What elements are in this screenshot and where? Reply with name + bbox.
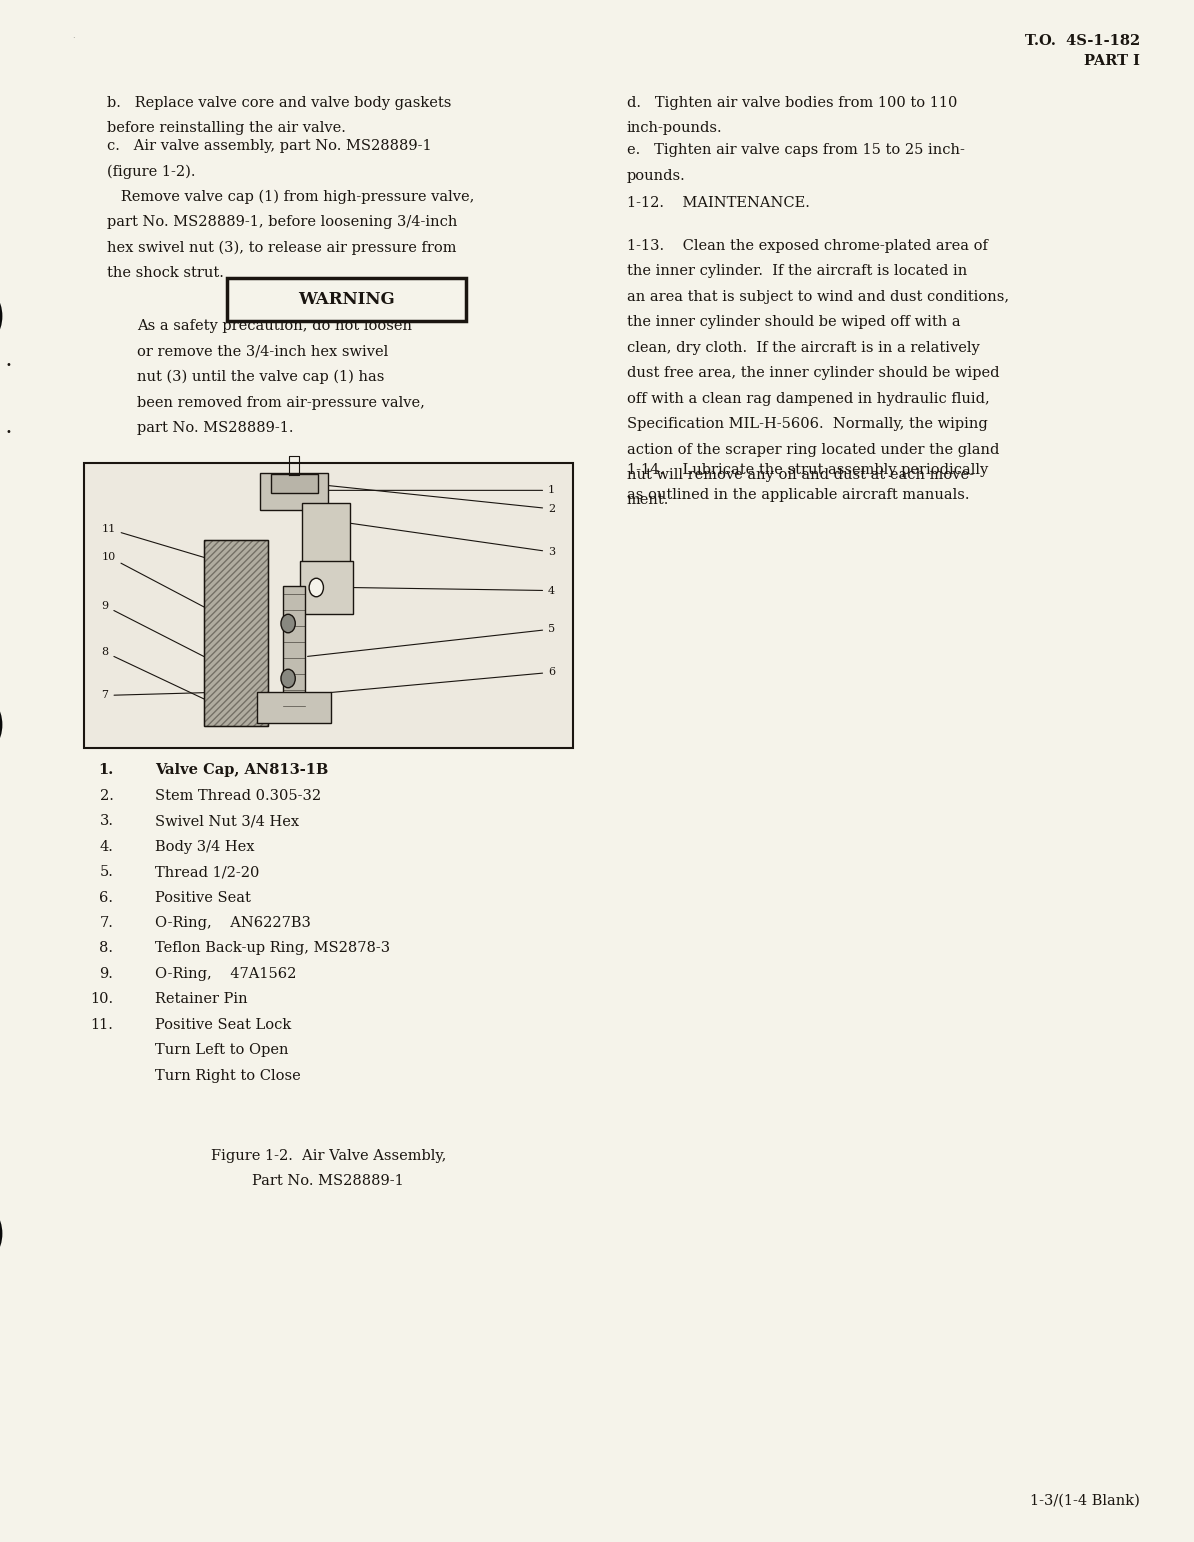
Text: 8.: 8. (99, 942, 113, 956)
Text: 7.: 7. (99, 916, 113, 930)
Text: 1.: 1. (98, 763, 113, 777)
Text: 6: 6 (308, 668, 555, 694)
Circle shape (281, 669, 295, 688)
Text: 11: 11 (101, 524, 221, 563)
Text: Stem Thread 0.305-32: Stem Thread 0.305-32 (155, 790, 321, 803)
Text: O-Ring,    AN6227B3: O-Ring, AN6227B3 (155, 916, 312, 930)
Text: 1-14.    Lubricate the strut assembly periodically: 1-14. Lubricate the strut assembly perio… (627, 463, 989, 476)
Text: clean, dry cloth.  If the aircraft is in a relatively: clean, dry cloth. If the aircraft is in … (627, 341, 979, 355)
Text: 3.: 3. (99, 814, 113, 828)
Text: •: • (6, 427, 12, 436)
Text: part No. MS28889-1, before loosening 3/4-inch: part No. MS28889-1, before loosening 3/4… (107, 214, 457, 230)
Circle shape (0, 694, 2, 756)
Text: WARNING: WARNING (297, 290, 395, 308)
Text: the inner cylinder.  If the aircraft is located in: the inner cylinder. If the aircraft is l… (627, 265, 967, 279)
Text: as outlined in the applicable aircraft manuals.: as outlined in the applicable aircraft m… (627, 487, 970, 503)
Text: 4.: 4. (99, 839, 113, 854)
Text: 4: 4 (352, 586, 555, 595)
Text: ment.: ment. (627, 493, 669, 507)
Text: 11.: 11. (91, 1018, 113, 1032)
Text: Positive Seat Lock: Positive Seat Lock (155, 1018, 291, 1032)
Text: Turn Right to Close: Turn Right to Close (155, 1069, 301, 1082)
Text: 10.: 10. (91, 993, 113, 1007)
Text: Remove valve cap (1) from high-pressure valve,: Remove valve cap (1) from high-pressure … (107, 190, 475, 204)
Text: Teflon Back-up Ring, MS2878-3: Teflon Back-up Ring, MS2878-3 (155, 942, 390, 956)
Bar (227, 278, 466, 321)
Text: d.   Tighten air valve bodies from 100 to 110: d. Tighten air valve bodies from 100 to … (627, 96, 958, 109)
Text: before reinstalling the air valve.: before reinstalling the air valve. (107, 122, 346, 136)
FancyBboxPatch shape (260, 473, 328, 510)
Circle shape (0, 285, 2, 347)
Text: Swivel Nut 3/4 Hex: Swivel Nut 3/4 Hex (155, 814, 300, 828)
Text: action of the scraper ring located under the gland: action of the scraper ring located under… (627, 443, 999, 456)
Text: Body 3/4 Hex: Body 3/4 Hex (155, 839, 254, 854)
Text: off with a clean rag dampened in hydraulic fluid,: off with a clean rag dampened in hydraul… (627, 392, 990, 406)
Text: 9.: 9. (99, 967, 113, 981)
Text: ·: · (72, 34, 74, 43)
Text: Part No. MS28889-1: Part No. MS28889-1 (252, 1175, 405, 1189)
Text: T.O.  4S-1-182: T.O. 4S-1-182 (1024, 34, 1140, 48)
Text: Positive Seat: Positive Seat (155, 891, 251, 905)
Text: 1: 1 (324, 486, 555, 495)
Text: 5: 5 (308, 625, 555, 657)
Text: or remove the 3/4-inch hex swivel: or remove the 3/4-inch hex swivel (137, 345, 388, 359)
Text: •: • (6, 361, 12, 370)
FancyBboxPatch shape (257, 692, 331, 723)
Text: pounds.: pounds. (627, 170, 685, 183)
Circle shape (281, 614, 295, 632)
Text: the shock strut.: the shock strut. (107, 265, 224, 281)
Text: PART I: PART I (1084, 54, 1140, 68)
Text: 2.: 2. (99, 790, 113, 803)
Text: O-Ring,    47A1562: O-Ring, 47A1562 (155, 967, 296, 981)
Text: 7: 7 (101, 691, 267, 700)
Text: hex swivel nut (3), to release air pressure from: hex swivel nut (3), to release air press… (107, 241, 457, 254)
Text: part No. MS28889-1.: part No. MS28889-1. (137, 421, 294, 435)
Text: 10: 10 (101, 552, 209, 609)
Text: 3: 3 (350, 523, 555, 557)
Text: Figure 1-2.  Air Valve Assembly,: Figure 1-2. Air Valve Assembly, (210, 1149, 447, 1163)
FancyBboxPatch shape (271, 475, 318, 493)
Text: an area that is subject to wind and dust conditions,: an area that is subject to wind and dust… (627, 290, 1009, 304)
FancyBboxPatch shape (283, 586, 306, 715)
Text: inch-pounds.: inch-pounds. (627, 122, 722, 136)
Text: 1-12.    MAINTENANCE.: 1-12. MAINTENANCE. (627, 196, 810, 210)
Text: dust free area, the inner cylinder should be wiped: dust free area, the inner cylinder shoul… (627, 367, 999, 381)
Text: 8: 8 (101, 648, 209, 702)
Text: 6.: 6. (99, 891, 113, 905)
Text: As a safety precaution, do not loosen: As a safety precaution, do not loosen (137, 319, 412, 333)
FancyBboxPatch shape (204, 540, 269, 726)
Text: Turn Left to Open: Turn Left to Open (155, 1044, 289, 1058)
Text: b.   Replace valve core and valve body gaskets: b. Replace valve core and valve body gas… (107, 96, 451, 109)
Text: (figure 1-2).: (figure 1-2). (107, 165, 196, 179)
Text: 5.: 5. (99, 865, 113, 879)
Text: Retainer Pin: Retainer Pin (155, 993, 248, 1007)
Text: c.   Air valve assembly, part No. MS28889-1: c. Air valve assembly, part No. MS28889-… (107, 139, 432, 153)
Text: 2: 2 (327, 486, 555, 513)
Text: 1-13.    Clean the exposed chrome-plated area of: 1-13. Clean the exposed chrome-plated ar… (627, 239, 987, 253)
Text: Valve Cap, AN813-1B: Valve Cap, AN813-1B (155, 763, 328, 777)
Text: nut (3) until the valve cap (1) has: nut (3) until the valve cap (1) has (137, 370, 384, 384)
Text: Thread 1/2-20: Thread 1/2-20 (155, 865, 259, 879)
Bar (84, 463, 573, 748)
Text: Specification MIL-H-5606.  Normally, the wiping: Specification MIL-H-5606. Normally, the … (627, 418, 987, 432)
Text: nut will remove any oil and dust at each move-: nut will remove any oil and dust at each… (627, 469, 974, 483)
FancyBboxPatch shape (302, 503, 350, 567)
Text: been removed from air-pressure valve,: been removed from air-pressure valve, (137, 395, 425, 410)
Text: 9: 9 (101, 601, 209, 658)
Circle shape (309, 578, 324, 597)
Circle shape (0, 1203, 2, 1264)
FancyBboxPatch shape (300, 561, 352, 614)
Text: 1-3/(1-4 Blank): 1-3/(1-4 Blank) (1030, 1494, 1140, 1508)
Text: the inner cylinder should be wiped off with a: the inner cylinder should be wiped off w… (627, 316, 960, 330)
Text: e.   Tighten air valve caps from 15 to 25 inch-: e. Tighten air valve caps from 15 to 25 … (627, 143, 965, 157)
